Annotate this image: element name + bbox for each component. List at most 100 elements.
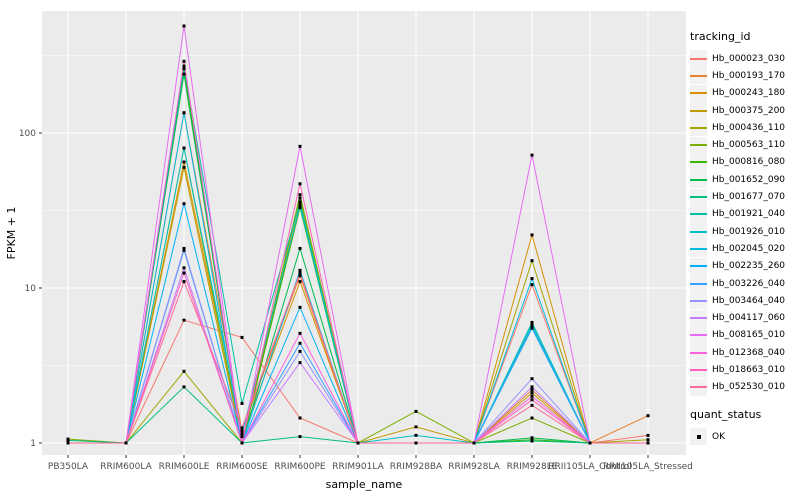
data-point [240,426,244,430]
x-axis-title: sample_name [326,478,403,491]
legend-key-line-icon [690,247,707,250]
data-point [298,246,302,250]
x-tick-label: RRII105LA_Stressed [603,462,693,472]
legend-key-line-icon [690,92,707,95]
data-point [182,160,186,164]
legend-item-label: Hb_000243_180 [712,88,786,99]
x-tick-label: RRIM600LA [100,462,152,472]
legend-item-Hb_000243_180: Hb_000243_180 [690,84,800,102]
y-tick-label: 1 [30,439,36,449]
legend-key-swatch [690,223,707,241]
data-point [298,361,302,365]
legend-item-Hb_002235_260: Hb_002235_260 [690,257,800,275]
data-point [298,331,302,335]
data-point [414,425,418,429]
legend-key-swatch [690,205,707,223]
legend-item-label: OK [712,431,725,442]
x-tick-label: RRIM901LA [332,462,384,472]
legend-item-Hb_000816_080: Hb_000816_080 [690,153,800,171]
data-point [530,277,534,281]
legend-item-label: Hb_001652_090 [712,174,786,185]
data-point [298,271,302,275]
legend-items-quant-status: OK [690,428,800,446]
legend-item-label: Hb_003464_040 [712,295,786,306]
legend-key-swatch [690,84,707,102]
legend-item-label: Hb_052530_010 [712,382,786,393]
data-point [646,414,650,418]
x-tick-label: PB350LA [48,462,89,472]
data-point [298,268,302,272]
legend-key-swatch [690,50,707,68]
data-point [182,67,186,71]
legend-item-label: Hb_018663_010 [712,364,786,375]
data-point [298,206,302,210]
data-point [182,24,186,28]
data-point [182,369,186,373]
data-point [298,280,302,284]
data-point [240,401,244,405]
data-point [530,283,534,287]
legend-key-swatch [690,292,707,310]
black-square-point-icon [696,434,701,439]
data-point [530,394,534,398]
data-point [530,377,534,381]
data-point [66,441,70,445]
legend-key-line-icon [690,386,707,389]
legend-key-line-icon [690,57,707,60]
data-point [646,441,650,445]
data-point [530,403,534,407]
data-point [414,433,418,437]
x-tick-label: RRIM600SE [216,462,268,472]
legend-key-swatch [690,136,707,154]
legend-key-swatch [690,344,707,362]
data-point [182,318,186,322]
legend-key-line-icon [690,299,707,302]
data-point [298,435,302,439]
data-point [298,204,302,208]
data-point [530,385,534,389]
legend-key-swatch [690,188,707,206]
panel-background [42,11,686,455]
data-point [588,441,592,445]
legend-key-swatch [690,326,707,344]
legend-item-label: Hb_002045_020 [712,243,786,254]
data-point [298,349,302,353]
legend-item-Hb_003464_040: Hb_003464_040 [690,292,800,310]
legend-item-label: Hb_000563_110 [712,140,786,151]
legend-key-line-icon [690,178,707,181]
data-point [298,196,302,200]
legend-title-tracking-id: tracking_id [690,30,751,43]
data-point [298,274,302,278]
legend-key-line-icon [690,196,707,199]
legend-item-Hb_000375_200: Hb_000375_200 [690,102,800,120]
data-point [530,391,534,395]
legend-item-Hb_002045_020: Hb_002045_020 [690,240,800,258]
data-point [240,441,244,445]
data-point [182,64,186,68]
data-point [240,429,244,433]
x-tick-label: RRIM600LE [159,462,210,472]
legend-key-line-icon [690,230,707,233]
legend-item-Hb_000436_110: Hb_000436_110 [690,119,800,137]
legend-item-Hb_008165_010: Hb_008165_010 [690,326,800,344]
x-tick-label: RRIM928BA [390,462,443,472]
legend-key-line-icon [690,317,707,320]
data-point [240,335,244,339]
legend-key-swatch [690,309,707,327]
legend-item-label: Hb_003226_040 [712,278,786,289]
legend-key-swatch [690,119,707,137]
legend-key-swatch [690,361,707,379]
data-point [240,432,244,436]
data-point [182,248,186,252]
data-point [530,325,534,329]
x-tick-label: RRIM928LE [507,462,558,472]
legend-item-label: Hb_002235_260 [712,261,786,272]
data-point [182,266,186,270]
data-point [182,280,186,284]
y-axis-title: FPKM + 1 [5,207,18,260]
y-tick-label: 100 [19,129,36,139]
legend-item-label: Hb_000193_170 [712,70,786,81]
data-point [298,202,302,206]
data-point [240,435,244,439]
